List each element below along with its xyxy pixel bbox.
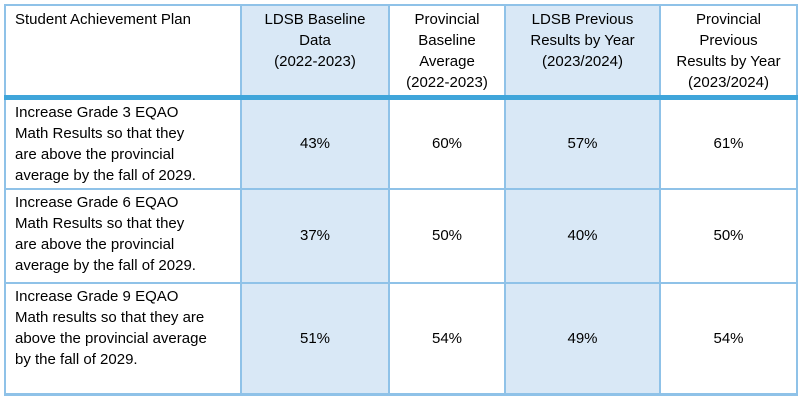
value-cell-grade9-ldsb-baseline: 51% <box>240 281 390 396</box>
table-row-grade-6: Increase Grade 6 EQAO Math Results so th… <box>4 187 798 284</box>
value-cell-grade6-provincial-previous: 50% <box>659 187 798 284</box>
table-row-grade-3: Increase Grade 3 EQAO Math Results so th… <box>4 96 798 190</box>
achievement-table: Student Achievement Plan LDSB Baseline D… <box>4 4 798 396</box>
value-cell-grade3-provincial-baseline: 60% <box>388 96 506 190</box>
column-header-ldsb-baseline-data: LDSB Baseline Data (2022-2023) <box>240 4 390 100</box>
value-cell-grade3-ldsb-baseline: 43% <box>240 96 390 190</box>
value-cell-grade9-ldsb-previous: 49% <box>504 281 661 396</box>
goal-cell-grade-9: Increase Grade 9 EQAO Math results so th… <box>4 281 242 396</box>
goal-cell-grade-3: Increase Grade 3 EQAO Math Results so th… <box>4 96 242 190</box>
value-cell-grade3-ldsb-previous: 57% <box>504 96 661 190</box>
column-header-student-achievement-plan: Student Achievement Plan <box>4 4 242 100</box>
value-cell-grade6-ldsb-baseline: 37% <box>240 187 390 284</box>
table-body: Increase Grade 3 EQAO Math Results so th… <box>4 96 798 396</box>
table-row-grade-9: Increase Grade 9 EQAO Math results so th… <box>4 281 798 396</box>
header-row: Student Achievement Plan LDSB Baseline D… <box>4 4 798 100</box>
column-header-ldsb-previous-results: LDSB Previous Results by Year (2023/2024… <box>504 4 661 100</box>
value-cell-grade9-provincial-previous: 54% <box>659 281 798 396</box>
value-cell-grade3-provincial-previous: 61% <box>659 96 798 190</box>
value-cell-grade9-provincial-baseline: 54% <box>388 281 506 396</box>
goal-cell-grade-6: Increase Grade 6 EQAO Math Results so th… <box>4 187 242 284</box>
column-header-provincial-baseline-average: Provincial Baseline Average (2022-2023) <box>388 4 506 100</box>
table-header: Student Achievement Plan LDSB Baseline D… <box>4 4 798 100</box>
value-cell-grade6-ldsb-previous: 40% <box>504 187 661 284</box>
value-cell-grade6-provincial-baseline: 50% <box>388 187 506 284</box>
column-header-provincial-previous-results: Provincial Previous Results by Year (202… <box>659 4 798 100</box>
